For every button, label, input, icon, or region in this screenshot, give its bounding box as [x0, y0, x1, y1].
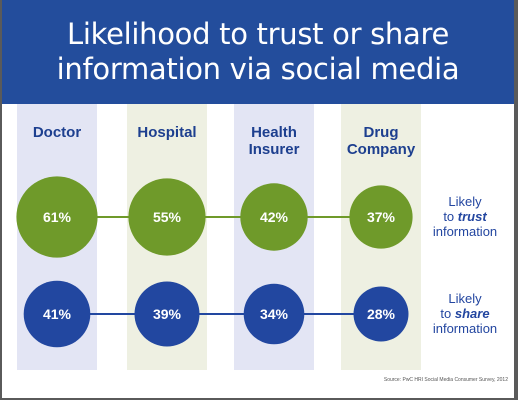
share-value-label-0: 41% [43, 306, 72, 322]
share-row-label-line3: information [432, 321, 498, 336]
share-row-label-pre: to [440, 306, 455, 321]
title-banner: Likelihood to trust or share information… [2, 0, 514, 104]
share-row-label: Likely to share information [415, 291, 515, 336]
share-bubble-2 [243, 283, 305, 345]
title-line-2: information via social media [56, 52, 460, 86]
column-label-doctor-line1: Doctor [32, 124, 82, 141]
trust-bubble-0 [16, 176, 98, 258]
column-label-drug-company: Drug Company [331, 124, 431, 158]
trust-row-label-emph: trust [457, 209, 487, 224]
trust-value-label-0: 61% [43, 209, 72, 225]
trust-row-label-line1: Likely [448, 194, 482, 209]
column-label-hospital-line1: Hospital [137, 124, 197, 141]
share-value-label-1: 39% [153, 306, 182, 322]
trust-row-label-pre: to [443, 209, 458, 224]
column-label-insurer-line2: Insurer [248, 141, 300, 158]
trust-value-label-2: 42% [260, 209, 289, 225]
frame-bottom-edge [0, 398, 518, 400]
trust-bubble-3 [349, 185, 413, 249]
share-value-label-2: 34% [260, 306, 289, 322]
column-label-hospital: Hospital [117, 124, 217, 141]
trust-value-label-1: 55% [153, 209, 182, 225]
column-label-health-insurer: Health Insurer [224, 124, 324, 158]
trust-bubble-1 [128, 178, 206, 256]
frame-left-edge [0, 0, 2, 400]
share-bubble-3 [353, 286, 409, 342]
trust-row-label: Likely to trust information [415, 194, 515, 239]
trust-bubble-2 [240, 183, 308, 251]
trust-value-label-3: 37% [367, 209, 396, 225]
trust-row-label-line2: to trust [415, 209, 515, 224]
share-row-label-line1: Likely [448, 291, 482, 306]
trust-row-label-line3: information [432, 224, 498, 239]
column-label-insurer-line1: Health [251, 124, 297, 141]
title-line-1: Likelihood to trust or share [67, 17, 449, 51]
share-value-label-3: 28% [367, 306, 396, 322]
share-bubble-1 [134, 281, 200, 347]
share-row-label-emph: share [454, 306, 490, 321]
column-label-drug-line2: Company [346, 141, 416, 158]
share-bubble-0 [23, 280, 91, 348]
share-row-label-line2: to share [415, 306, 515, 321]
frame-right-edge [514, 0, 518, 400]
column-label-drug-line1: Drug [363, 124, 399, 141]
column-label-doctor: Doctor [7, 124, 107, 141]
source-note: Source: PwC HRI Social Media Consumer Su… [383, 377, 508, 383]
